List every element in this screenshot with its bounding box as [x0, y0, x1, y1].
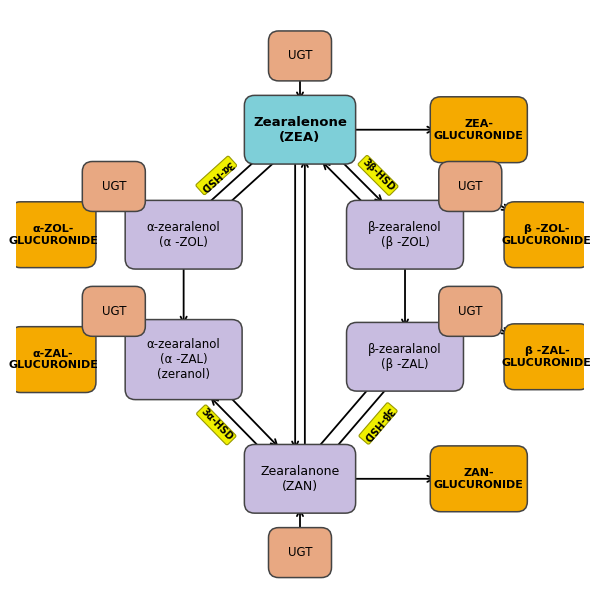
- Text: α-ZAL-
GLUCURONIDE: α-ZAL- GLUCURONIDE: [8, 349, 98, 370]
- FancyBboxPatch shape: [430, 97, 527, 163]
- FancyBboxPatch shape: [347, 322, 463, 391]
- FancyBboxPatch shape: [430, 446, 527, 512]
- FancyBboxPatch shape: [439, 286, 502, 337]
- FancyBboxPatch shape: [439, 161, 502, 211]
- FancyBboxPatch shape: [10, 202, 96, 268]
- Text: UGT: UGT: [288, 49, 312, 62]
- Text: UGT: UGT: [458, 305, 482, 318]
- Text: UGT: UGT: [101, 180, 126, 193]
- Text: β-zearalanol
(β -ZAL): β-zearalanol (β -ZAL): [368, 343, 442, 371]
- Text: β -ZAL-
GLUCURONIDE: β -ZAL- GLUCURONIDE: [502, 346, 592, 368]
- FancyBboxPatch shape: [244, 445, 356, 513]
- FancyBboxPatch shape: [268, 31, 332, 81]
- Text: β-zearalenol
(β -ZOL): β-zearalenol (β -ZOL): [368, 221, 442, 249]
- Text: β -ZOL-
GLUCURONIDE: β -ZOL- GLUCURONIDE: [502, 224, 592, 245]
- Text: ZEA-
GLUCURONIDE: ZEA- GLUCURONIDE: [434, 119, 524, 140]
- Text: α-zearalenol
(α -ZOL): α-zearalenol (α -ZOL): [147, 221, 221, 249]
- Text: UGT: UGT: [288, 546, 312, 559]
- Text: 3α-HSD: 3α-HSD: [199, 407, 234, 443]
- FancyBboxPatch shape: [347, 200, 463, 269]
- FancyBboxPatch shape: [125, 320, 242, 400]
- FancyBboxPatch shape: [125, 200, 242, 269]
- FancyBboxPatch shape: [244, 95, 356, 164]
- Text: 3α-HSD: 3α-HSD: [198, 158, 235, 193]
- FancyBboxPatch shape: [82, 286, 145, 337]
- FancyBboxPatch shape: [82, 161, 145, 211]
- Text: Zearalenone
(ZEA): Zearalenone (ZEA): [253, 116, 347, 144]
- Text: ZAN-
GLUCURONIDE: ZAN- GLUCURONIDE: [434, 468, 524, 490]
- Text: 3β-HSD: 3β-HSD: [360, 157, 396, 193]
- FancyBboxPatch shape: [268, 527, 332, 578]
- Text: α-zearalanol
(α -ZAL)
(zeranol): α-zearalanol (α -ZAL) (zeranol): [147, 338, 221, 381]
- Text: 3β-HSD: 3β-HSD: [361, 404, 395, 442]
- Text: α-ZOL-
GLUCURONIDE: α-ZOL- GLUCURONIDE: [8, 224, 98, 245]
- FancyBboxPatch shape: [504, 202, 590, 268]
- Text: Zearalanone
(ZAN): Zearalanone (ZAN): [260, 465, 340, 493]
- Text: UGT: UGT: [458, 180, 482, 193]
- Text: UGT: UGT: [101, 305, 126, 318]
- FancyBboxPatch shape: [504, 324, 590, 389]
- FancyBboxPatch shape: [10, 326, 96, 392]
